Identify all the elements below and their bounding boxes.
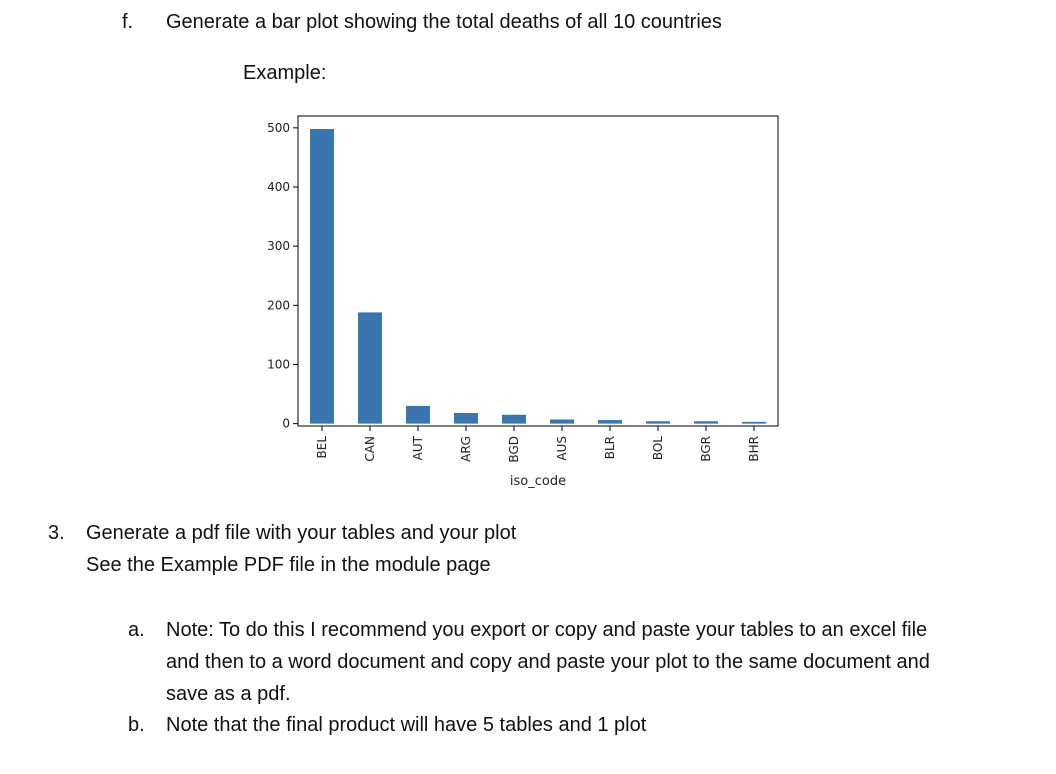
item-b-line-1: Note that the final product will have 5 … (166, 714, 647, 736)
item-3-marker: 3. (48, 522, 65, 544)
x-tick-label: AUT (411, 435, 425, 460)
x-tick-label: BLR (603, 436, 617, 459)
x-tick-label: AUS (555, 436, 569, 461)
item-3-line-2: See the Example PDF file in the module p… (86, 554, 491, 576)
y-tick-label: 100 (267, 357, 290, 371)
item-a-line-2: and then to a word document and copy and… (166, 651, 930, 673)
bar-bel (310, 129, 334, 424)
chart-x-axis: BEL CAN AUT ARG BGD AUS BLR BOL BGR BHR (315, 426, 761, 463)
bar-aut (406, 405, 430, 424)
y-tick-label: 300 (267, 239, 290, 253)
item-a-line-1: Note: To do this I recommend you export … (166, 619, 928, 641)
x-tick-label: BGD (507, 436, 521, 463)
y-tick-label: 400 (267, 180, 290, 194)
y-tick-label: 500 (267, 121, 290, 135)
item-a-line-3: save as a pdf. (166, 683, 291, 705)
y-tick-label: 200 (267, 298, 290, 312)
bar-arg (454, 412, 478, 424)
x-tick-label: CAN (363, 436, 377, 462)
item-f-marker: f. (122, 11, 134, 33)
bar-bgr (694, 421, 718, 424)
item-b-marker: b. (128, 714, 145, 736)
x-tick-label: ARG (459, 436, 473, 462)
chart-frame (297, 115, 779, 427)
bar-blr (598, 420, 622, 424)
bar-bhr (742, 421, 766, 424)
x-tick-label: BEL (315, 436, 329, 459)
example-label: Example: (243, 62, 327, 84)
x-tick-label: BOL (651, 436, 665, 460)
item-f-text: Generate a bar plot showing the total de… (166, 11, 722, 33)
bar-bgd (502, 414, 526, 424)
y-tick-label: 0 (282, 417, 290, 431)
bar-can (358, 312, 382, 424)
chart-y-axis: 0 100 200 300 400 500 (267, 121, 298, 431)
bar-bol (646, 421, 670, 424)
x-tick-label: BGR (699, 436, 713, 462)
bar-chart: 0 100 200 300 400 500 BEL CAN AUT ARG BGD AUS BLR BO… (267, 115, 779, 489)
bar-aus (550, 419, 574, 424)
x-tick-label: BHR (747, 436, 761, 462)
item-a-marker: a. (128, 619, 145, 641)
item-3-line-1: Generate a pdf file with your tables and… (86, 522, 517, 544)
chart-bars (310, 129, 766, 424)
chart-x-axis-label: iso_code (510, 474, 566, 489)
